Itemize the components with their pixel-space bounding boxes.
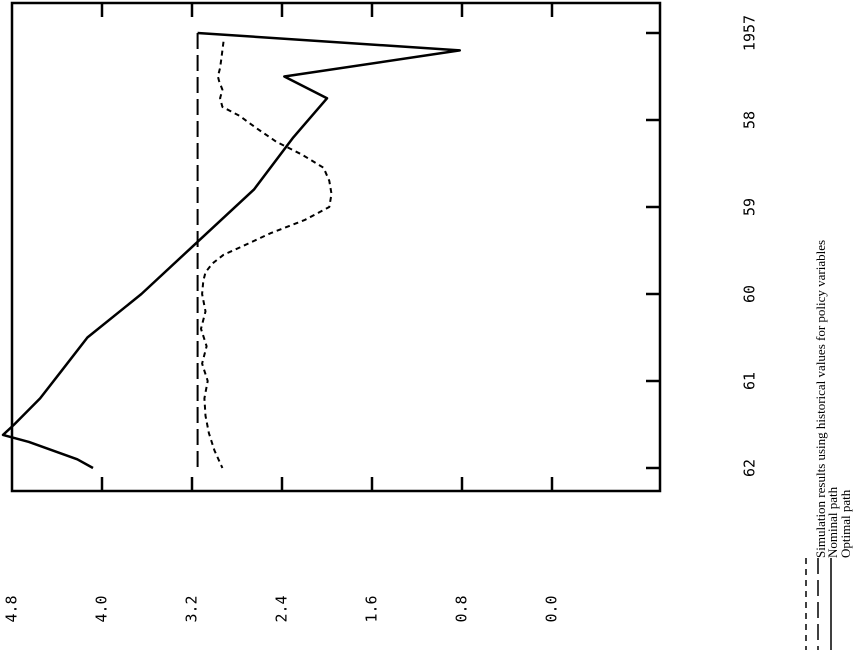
y-tick-label: 4.0 xyxy=(93,595,111,622)
x-tick-label: 1957 xyxy=(741,15,759,51)
y-axis-tick-labels: 0.0 0.8 1.6 2.4 3.2 4.0 4.8 xyxy=(3,595,561,622)
x-tick-label: 59 xyxy=(741,198,759,216)
plot-frame xyxy=(10,1,662,493)
series-line-2 xyxy=(1,31,462,470)
y-tick-label: 4.8 xyxy=(3,595,21,622)
x-tick-label: 62 xyxy=(741,459,759,477)
series-lines xyxy=(1,31,462,470)
series-line-0 xyxy=(200,41,333,469)
legend-label-1: Nominal path xyxy=(825,486,840,558)
x-tick-label: 58 xyxy=(741,111,759,129)
legend-label-2: Optimal path xyxy=(838,489,853,558)
legend: Simulation results using historical valu… xyxy=(805,240,853,650)
x-tick-label: 60 xyxy=(741,285,759,303)
y-tick-label: 3.2 xyxy=(183,595,201,622)
legend-label-0: Simulation results using historical valu… xyxy=(813,240,828,558)
y-tick-label: 1.6 xyxy=(363,595,381,622)
x-tick-label: 61 xyxy=(741,372,759,390)
y-tick-label: 0.0 xyxy=(543,595,561,622)
x-axis-tick-labels: 1957 58 59 60 61 62 xyxy=(741,15,759,477)
y-tick-label: 2.4 xyxy=(273,595,291,622)
y-tick-label: 0.8 xyxy=(453,595,471,622)
y-axis-ticks xyxy=(100,3,554,491)
x-axis-ticks xyxy=(646,31,660,470)
